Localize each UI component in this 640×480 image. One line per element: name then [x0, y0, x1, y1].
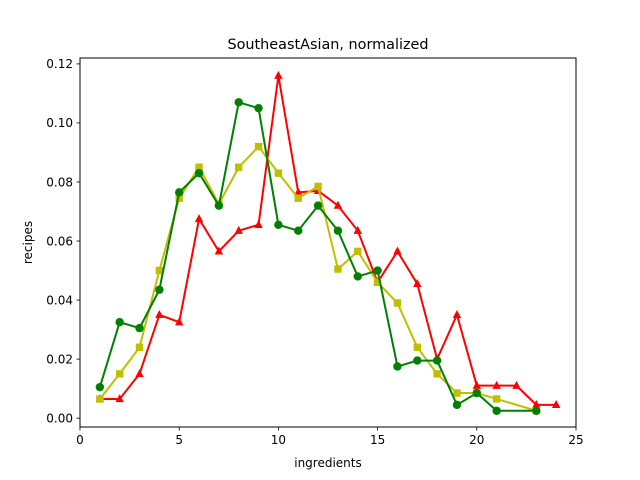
- data-point: [413, 343, 421, 351]
- data-point: [175, 188, 184, 197]
- axis-ticks: 0 5 10 15 20 25 0.00 0.02 0.04 0.06 0.08 0.10 0.12: [46, 57, 583, 447]
- data-point: [214, 201, 224, 210]
- data-point: [115, 394, 124, 403]
- data-point: [155, 310, 164, 319]
- data-point: [492, 395, 501, 403]
- data-point: [452, 310, 462, 319]
- data-point: [393, 246, 402, 255]
- y-tick-label: 0.08: [46, 175, 73, 189]
- data-point: [472, 388, 481, 398]
- data-point: [492, 406, 501, 415]
- data-point: [393, 362, 402, 371]
- data-point: [234, 98, 243, 107]
- data-point: [135, 343, 144, 351]
- data-point: [115, 318, 124, 327]
- data-point: [354, 247, 362, 256]
- data-point: [294, 194, 302, 202]
- y-tick-label: 0.04: [46, 293, 73, 307]
- data-point: [115, 370, 124, 378]
- data-point: [175, 194, 183, 202]
- data-point: [95, 382, 105, 392]
- data-point: [333, 226, 343, 235]
- data-point: [551, 400, 561, 409]
- data-point: [135, 369, 144, 378]
- data-point: [314, 182, 322, 191]
- data-point: [294, 187, 303, 196]
- data-point: [333, 200, 343, 209]
- plot-area: [95, 70, 561, 415]
- data-point: [492, 380, 501, 389]
- data-point: [433, 370, 441, 378]
- data-point: [235, 163, 243, 171]
- x-tick-label: 10: [271, 433, 286, 447]
- x-tick-label: 0: [76, 433, 84, 447]
- data-point: [313, 201, 323, 210]
- chart-title: SoutheastAsian, normalized: [227, 37, 428, 53]
- x-tick-label: 25: [568, 433, 583, 447]
- data-point: [294, 226, 303, 235]
- y-tick-label: 0.00: [46, 411, 73, 425]
- y-tick-label: 0.12: [46, 57, 73, 71]
- data-point: [353, 225, 362, 234]
- data-point: [254, 103, 263, 113]
- data-point: [274, 220, 283, 229]
- series-2: [95, 98, 541, 415]
- series-line: [98, 101, 537, 412]
- data-point: [194, 214, 204, 223]
- data-point: [413, 279, 422, 288]
- data-point: [274, 169, 283, 177]
- data-point: [155, 285, 164, 294]
- data-point: [353, 272, 362, 281]
- data-point: [532, 400, 541, 409]
- data-point: [373, 266, 382, 275]
- data-point: [254, 142, 263, 151]
- data-point: [453, 389, 461, 397]
- data-point: [195, 163, 203, 171]
- x-axis-label: ingredients: [294, 456, 362, 470]
- data-point: [254, 219, 263, 228]
- data-point: [214, 246, 224, 255]
- data-point: [452, 400, 462, 410]
- data-point: [274, 70, 283, 79]
- data-point: [393, 299, 402, 307]
- data-point: [472, 380, 481, 389]
- data-point: [413, 356, 422, 365]
- data-point: [155, 266, 164, 275]
- x-tick-label: 15: [370, 433, 385, 447]
- x-tick-label: 5: [175, 433, 183, 447]
- y-tick-label: 0.10: [46, 116, 73, 130]
- data-point: [135, 323, 144, 333]
- y-tick-label: 0.06: [46, 234, 73, 248]
- x-tick-label: 20: [469, 433, 484, 447]
- data-point: [234, 225, 243, 234]
- series-0: [95, 70, 561, 409]
- data-point: [175, 317, 184, 326]
- data-point: [532, 406, 541, 415]
- data-point: [432, 356, 442, 365]
- axes-frame: [79, 57, 577, 428]
- data-point: [512, 380, 521, 389]
- data-point: [194, 168, 204, 178]
- series-line: [99, 74, 557, 406]
- data-point: [334, 265, 342, 273]
- data-point: [96, 395, 104, 403]
- data-point: [373, 278, 382, 287]
- y-axis-label: recipes: [21, 221, 35, 264]
- y-tick-label: 0.02: [46, 352, 73, 366]
